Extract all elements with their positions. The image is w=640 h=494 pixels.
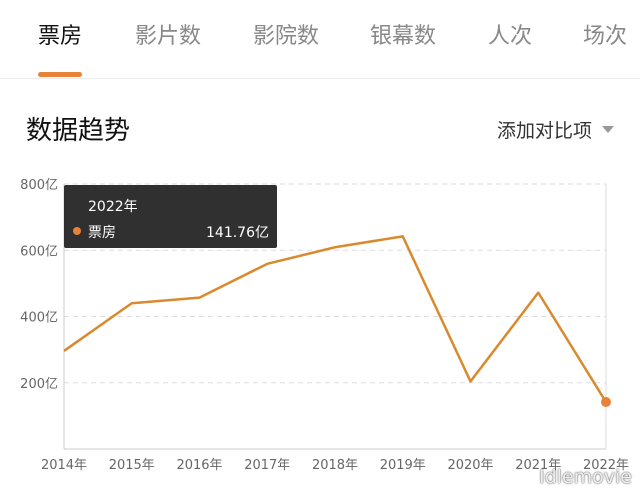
tab-attendance[interactable]: 人次 <box>488 24 533 49</box>
y-tick-label: 600亿 <box>20 244 58 259</box>
series-line <box>63 235 608 403</box>
x-tick-label: 2019年 <box>380 458 426 473</box>
box-office-trend-chart: 200亿 400亿 600亿 800亿 2014年 2015年 2016年 2017年 2018… <box>20 178 629 473</box>
x-tick-label: 2015年 <box>109 458 155 473</box>
section-title: 数据趋势 <box>26 116 131 146</box>
x-tick-label: 2018年 <box>312 458 358 473</box>
tooltip-value: 141.76亿 <box>206 225 269 241</box>
chart-tooltip: 2022年 票房 141.76亿 <box>64 185 277 248</box>
x-tick-label: 2014年 <box>41 458 87 473</box>
x-tick-label: 2017年 <box>244 458 290 473</box>
x-tick-label: 2021年 <box>515 458 561 473</box>
y-tick-label: 200亿 <box>20 377 58 392</box>
x-tick-label: 2020年 <box>447 458 493 473</box>
tooltip-series-name: 票房 <box>88 225 116 241</box>
tab-screen-count[interactable]: 银幕数 <box>370 24 437 49</box>
y-tick-label: 400亿 <box>20 311 58 326</box>
add-comparison-label: 添加对比项 <box>496 120 592 142</box>
tooltip-series-dot-icon <box>73 227 81 235</box>
active-tab-indicator <box>38 72 82 77</box>
tab-film-count[interactable]: 影片数 <box>135 24 202 49</box>
tab-cinema-count[interactable]: 影院数 <box>253 24 320 49</box>
tooltip-year: 2022年 <box>88 199 138 215</box>
tab-showings[interactable]: 场次 <box>583 24 628 49</box>
watermark-text: Idlemovie <box>539 466 632 488</box>
x-tick-label: 2016年 <box>176 458 222 473</box>
y-tick-label: 800亿 <box>20 178 58 193</box>
top-tab-bar: 票房 影片数 影院数 银幕数 人次 场次 <box>0 0 640 79</box>
tab-box-office[interactable]: 票房 <box>38 24 83 49</box>
highlight-point <box>601 397 611 408</box>
dropdown-caret-icon <box>602 126 614 133</box>
x-tick-label: 2022年 <box>583 458 629 473</box>
add-comparison-dropdown[interactable]: 添加对比项 <box>497 116 614 143</box>
